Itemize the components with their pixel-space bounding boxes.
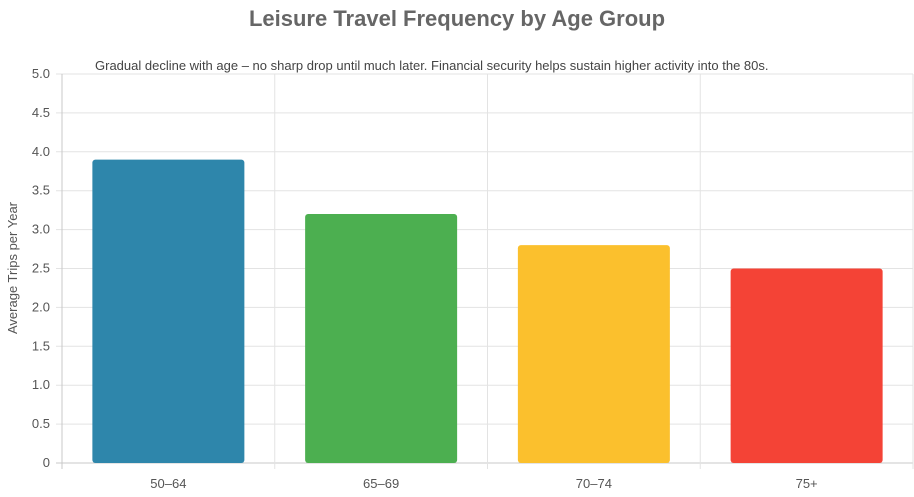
y-tick-label: 1.0 <box>32 377 50 392</box>
chart-annotation: Gradual decline with age – no sharp drop… <box>95 58 768 73</box>
y-tick-label: 1.5 <box>32 338 50 353</box>
x-tick-label: 70–74 <box>576 476 612 491</box>
x-tick-label: 65–69 <box>363 476 399 491</box>
y-tick-label: 3.5 <box>32 183 50 198</box>
y-axis-title: Average Trips per Year <box>5 201 20 334</box>
y-tick-label: 0 <box>43 455 50 470</box>
y-tick-label: 2.0 <box>32 299 50 314</box>
y-tick-label: 5.0 <box>32 66 50 81</box>
y-axis-ticks: 0 0.5 1.0 1.5 2.0 2.5 3.0 3.5 4.0 4.5 5.0 <box>32 66 50 470</box>
y-tick-label: 0.5 <box>32 416 50 431</box>
y-tick-label: 2.5 <box>32 261 50 276</box>
chart-title: Leisure Travel Frequency by Age Group <box>248 6 666 31</box>
x-axis-ticks: 50–64 65–69 70–74 75+ <box>150 476 817 491</box>
y-tick-label: 4.0 <box>32 144 50 159</box>
y-tick-label: 3.0 <box>32 222 50 237</box>
bar-2 <box>305 214 458 463</box>
bars <box>92 159 883 463</box>
bar-1 <box>92 159 245 463</box>
bar-4 <box>730 268 883 463</box>
y-tick-label: 4.5 <box>32 105 50 120</box>
x-tick-label: 50–64 <box>150 476 186 491</box>
x-tick-label: 75+ <box>796 476 818 491</box>
bar-3 <box>517 245 670 463</box>
